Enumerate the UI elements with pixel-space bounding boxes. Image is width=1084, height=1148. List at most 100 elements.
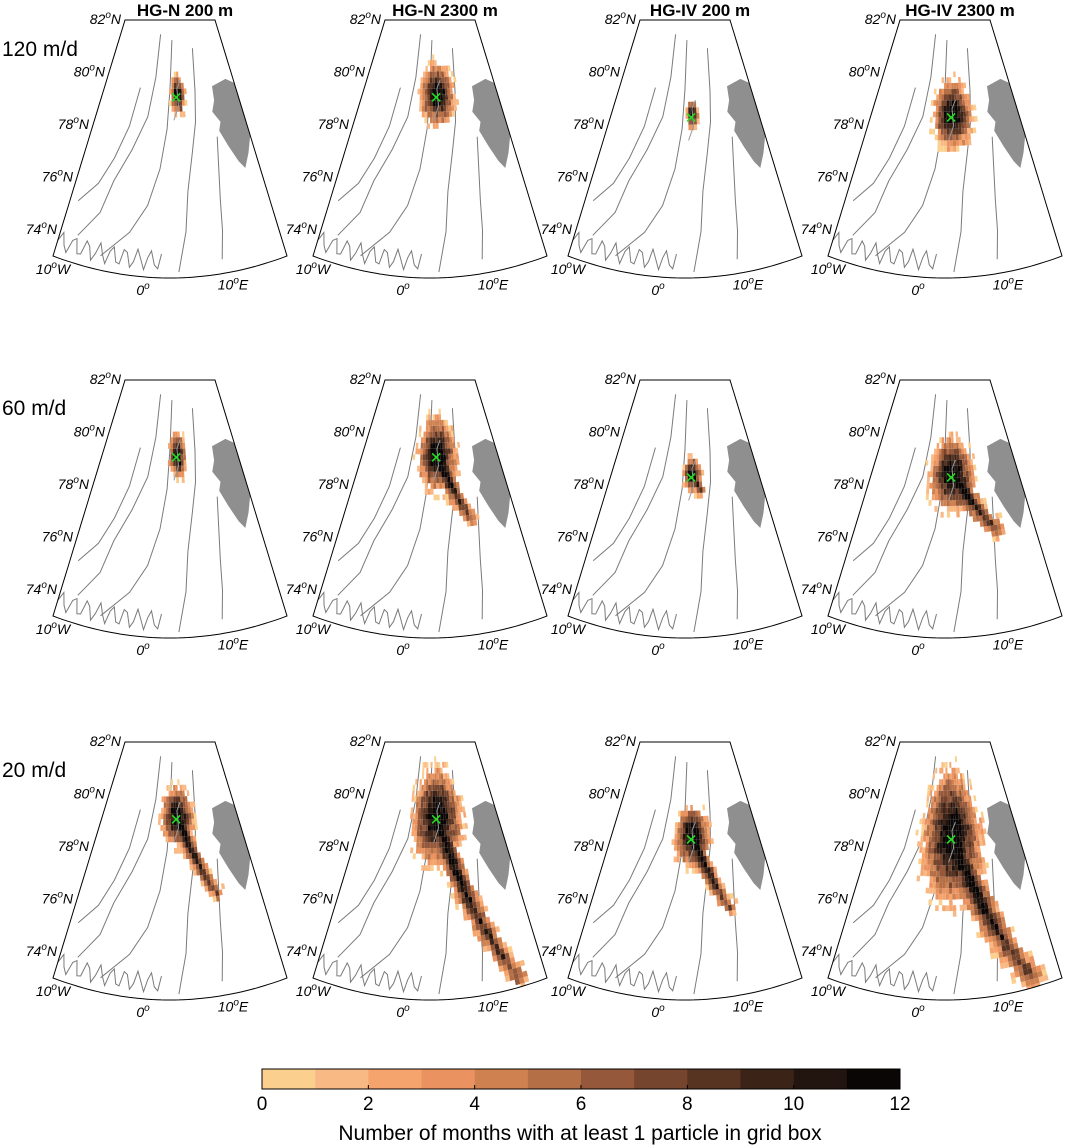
density-cell (945, 876, 949, 883)
density-cell (438, 767, 441, 774)
density-cell (992, 518, 997, 526)
density-cell (1006, 926, 1012, 934)
density-cell (170, 466, 174, 472)
density-cell (425, 425, 429, 432)
svalbard-land (472, 78, 511, 168)
density-cell (1040, 963, 1046, 971)
density-cell (701, 867, 705, 874)
density-cell (184, 836, 188, 842)
density-cell (945, 762, 948, 768)
density-cell (444, 830, 447, 837)
density-cell (182, 842, 186, 848)
density-cell (716, 900, 721, 907)
density-cell (193, 869, 197, 876)
density-cell (932, 819, 936, 825)
density-cell (965, 887, 970, 894)
colorbar-tick-label: 4 (469, 1094, 480, 1115)
ridge-contour (948, 99, 956, 141)
density-cell (958, 887, 963, 894)
density-cell (502, 964, 508, 972)
density-cell (442, 801, 446, 808)
density-cell (523, 975, 530, 983)
density-cell (427, 471, 431, 478)
density-cell (956, 459, 960, 466)
density-cell (432, 420, 435, 426)
lat-tick-label: 74oN (801, 580, 833, 597)
density-cell (941, 767, 944, 774)
density-cell (930, 807, 934, 814)
density-cell (444, 82, 448, 89)
colorbar-segment (634, 1069, 688, 1089)
density-cell (679, 845, 683, 851)
density-cell (987, 525, 992, 532)
density-cell (926, 488, 930, 495)
density-cell (702, 804, 706, 811)
density-cell (694, 124, 698, 131)
map-frame (312, 379, 548, 639)
density-cell (457, 493, 461, 500)
density-cell (476, 929, 481, 937)
colorbar: 0 2 4 6 8 10 12 (257, 1068, 911, 1115)
density-cell (959, 505, 963, 512)
density-cell (958, 122, 962, 129)
density-cell (954, 111, 958, 118)
bathymetry-contour (337, 394, 422, 596)
density-cell (179, 790, 183, 797)
density-cell (929, 876, 933, 883)
density-cell (421, 796, 424, 803)
density-cell (447, 807, 451, 814)
density-cell (442, 448, 446, 455)
density-cell (937, 128, 941, 135)
density-cell (443, 71, 447, 78)
density-cell (932, 876, 937, 883)
density-cell (425, 830, 428, 837)
density-cell (937, 146, 941, 152)
bathymetry-contour (178, 48, 197, 273)
density-cell (430, 802, 433, 808)
density-cell (447, 773, 450, 779)
density-cell (945, 785, 948, 791)
density-cell (998, 512, 1003, 519)
density-cell (451, 824, 455, 831)
density-cell (928, 841, 932, 848)
density-cell (697, 856, 701, 863)
density-cell (938, 483, 941, 489)
density-cell (968, 476, 973, 483)
density-cell (432, 54, 435, 61)
density-cell (509, 956, 516, 964)
density-cell (434, 65, 437, 72)
density-cell (949, 88, 952, 95)
density-cell (443, 117, 447, 123)
density-cell (943, 140, 947, 147)
lat-tick-label: 82oN (90, 370, 122, 387)
density-cell (926, 482, 930, 489)
density-cell (964, 488, 968, 494)
density-cell (427, 477, 431, 484)
shelf-contour (572, 590, 677, 632)
density-cell (425, 83, 428, 89)
density-cell (451, 801, 455, 808)
density-cell (1007, 955, 1013, 962)
density-cell (428, 408, 431, 415)
density-cell (455, 795, 459, 802)
density-cell (419, 471, 423, 478)
density-cell (1012, 937, 1018, 944)
density-cell (436, 859, 440, 866)
density-cell (943, 494, 947, 501)
density-cell (444, 790, 447, 797)
density-cell (975, 857, 980, 864)
density-cell (427, 853, 431, 860)
density-cell (925, 847, 929, 854)
density-cell (427, 825, 431, 831)
density-cell (471, 890, 476, 897)
density-cell (956, 94, 960, 101)
density-cell (457, 829, 461, 836)
density-cell (178, 471, 182, 478)
density-cell (699, 481, 703, 488)
density-cell (412, 784, 416, 791)
density-cell (197, 852, 202, 859)
density-cell (168, 807, 171, 814)
density-cell (430, 106, 433, 112)
density-cell (956, 784, 959, 791)
density-cell (943, 779, 946, 785)
